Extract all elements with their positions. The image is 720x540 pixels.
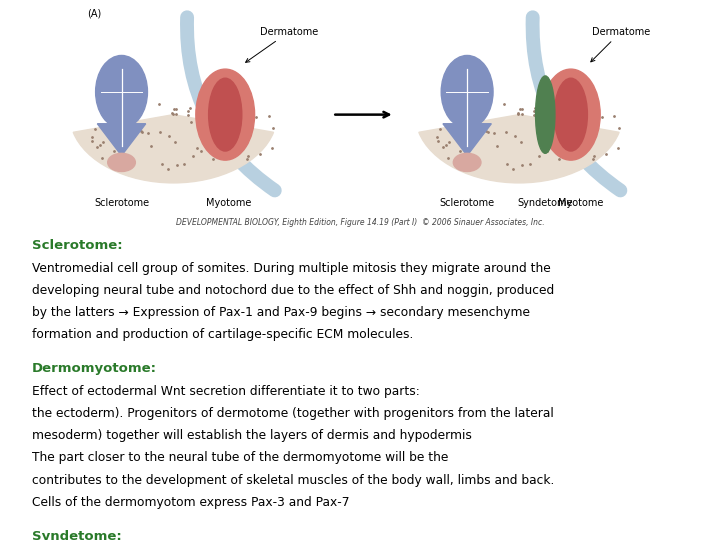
Text: (A): (A) (87, 9, 102, 19)
Text: Dermatome: Dermatome (591, 27, 650, 62)
Text: Syndetome:: Syndetome: (32, 530, 122, 540)
Text: Ventromedial cell group of somites. During multiple mitosis they migrate around : Ventromedial cell group of somites. Duri… (32, 262, 550, 275)
FancyArrowPatch shape (533, 17, 621, 191)
Polygon shape (97, 124, 145, 156)
Wedge shape (73, 114, 274, 183)
Text: by the latters → Expression of Pax-1 and Pax-9 begins → secondary mesenchyme: by the latters → Expression of Pax-1 and… (32, 306, 530, 319)
Ellipse shape (441, 56, 493, 129)
Text: the ectoderm). Progenitors of dermotome (together with progenitors from the late: the ectoderm). Progenitors of dermotome … (32, 408, 554, 421)
Text: Cells of the dermomyotom express Pax-3 and Pax-7: Cells of the dermomyotom express Pax-3 a… (32, 496, 349, 509)
Ellipse shape (196, 69, 255, 160)
Text: mesoderm) together will establish the layers of dermis and hypodermis: mesoderm) together will establish the la… (32, 429, 472, 442)
Ellipse shape (541, 69, 600, 160)
Polygon shape (443, 124, 491, 156)
Text: Effect of ectodermal Wnt secretion differentiate it to two parts:: Effect of ectodermal Wnt secretion diffe… (32, 386, 423, 399)
Circle shape (454, 153, 481, 172)
Text: Dermatome: Dermatome (246, 27, 318, 62)
Text: developing neural tube and notochord due to the effect of Shh and noggin, produc: developing neural tube and notochord due… (32, 284, 554, 297)
Ellipse shape (96, 56, 148, 129)
Text: Dermomyotome:: Dermomyotome: (32, 362, 157, 375)
Text: The part closer to the neural tube of the dermomyotome will be the: The part closer to the neural tube of th… (32, 451, 452, 464)
Text: Myotome: Myotome (559, 198, 604, 208)
Text: Sclerotome: Sclerotome (440, 198, 495, 208)
Text: Sclerotome: Sclerotome (94, 198, 149, 208)
Ellipse shape (554, 78, 588, 151)
Circle shape (108, 153, 135, 172)
FancyArrowPatch shape (187, 17, 275, 191)
Text: contributes to the development of skeletal muscles of the body wall, limbs and b: contributes to the development of skelet… (32, 474, 554, 487)
Ellipse shape (209, 78, 242, 151)
Ellipse shape (536, 76, 555, 153)
Text: Syndetome: Syndetome (518, 198, 573, 208)
Wedge shape (419, 114, 619, 183)
Text: formation and production of cartilage-specific ECM molecules.: formation and production of cartilage-sp… (32, 328, 413, 341)
Text: Sclerotome:: Sclerotome: (32, 239, 122, 252)
Text: DEVELOPMENTAL BIOLOGY, Eighth Edition, Figure 14.19 (Part I)  © 2006 Sinauer Ass: DEVELOPMENTAL BIOLOGY, Eighth Edition, F… (176, 218, 544, 227)
Text: Myotome: Myotome (206, 198, 251, 208)
